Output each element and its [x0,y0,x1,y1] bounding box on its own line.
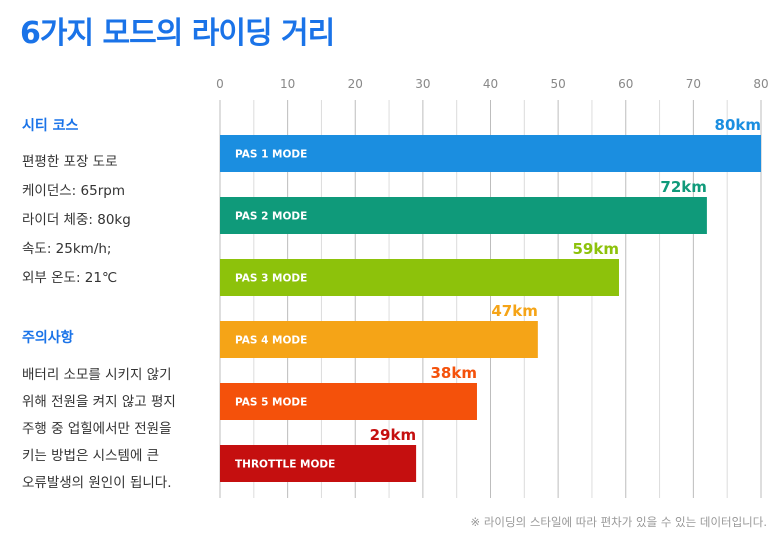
x-tick-label: 20 [348,77,363,91]
spec-line: 케이던스: 65rpm [22,183,125,199]
bar [220,321,538,358]
x-tick-label: 0 [216,77,224,91]
bar-value-label: 47km [491,302,537,320]
bar-category-label: THROTTLE MODE [235,459,335,471]
bar-value-label: 29km [370,426,416,444]
spec-line: 편평한 포장 도로 [22,154,118,170]
city-course-specs: 편평한 포장 도로 케이던스: 65rpm 라이더 체중: 80kg 속도: 2… [22,148,131,293]
bar-value-label: 72km [660,178,706,196]
caution-text: 배터리 소모를 시키지 않기 위해 전원을 켜지 않고 평지 주행 중 업힐에서… [22,362,176,497]
page-title: 6가지 모드의 라이딩 거리 [20,16,335,51]
bar [220,445,417,482]
x-tick-label: 40 [483,77,498,91]
caution-line: 위해 전원을 켜지 않고 평지 [22,394,176,410]
bar-category-label: PAS 2 MODE [235,211,307,223]
spec-line: 속도: 25km/h; [22,241,112,257]
bar-category-label: PAS 3 MODE [235,273,307,285]
x-tick-label: 80 [753,77,768,91]
x-tick-label: 10 [280,77,295,91]
bar-category-label: PAS 5 MODE [235,397,307,409]
caution-line: 오류발생의 원인이 됩니다. [22,475,172,491]
caution-line: 배터리 소모를 시키지 않기 [22,367,172,383]
bar-value-label: 80km [715,116,761,134]
footnote: ※ 라이딩의 스타일에 따라 편차가 있을 수 있는 데이터입니다. [470,515,767,529]
city-course-heading: 시티 코스 [22,118,79,134]
bar [220,197,707,234]
bar [220,383,477,420]
caution-heading: 주의사항 [22,330,74,346]
bar-value-label: 59km [573,240,619,258]
x-tick-label: 30 [415,77,430,91]
x-tick-label: 70 [686,77,701,91]
bar-category-label: PAS 1 MODE [235,149,307,161]
bar-value-label: 38km [430,364,476,382]
spec-line: 외부 온도: 21℃ [22,270,118,286]
bar-category-label: PAS 4 MODE [235,335,307,347]
bar [220,135,761,172]
bar [220,259,619,296]
x-tick-label: 60 [618,77,633,91]
caution-line: 주행 중 업힐에서만 전원을 [22,421,172,437]
x-tick-label: 50 [550,77,565,91]
caution-line: 키는 방법은 시스템에 큰 [22,448,160,464]
spec-line: 라이더 체중: 80kg [22,212,131,228]
